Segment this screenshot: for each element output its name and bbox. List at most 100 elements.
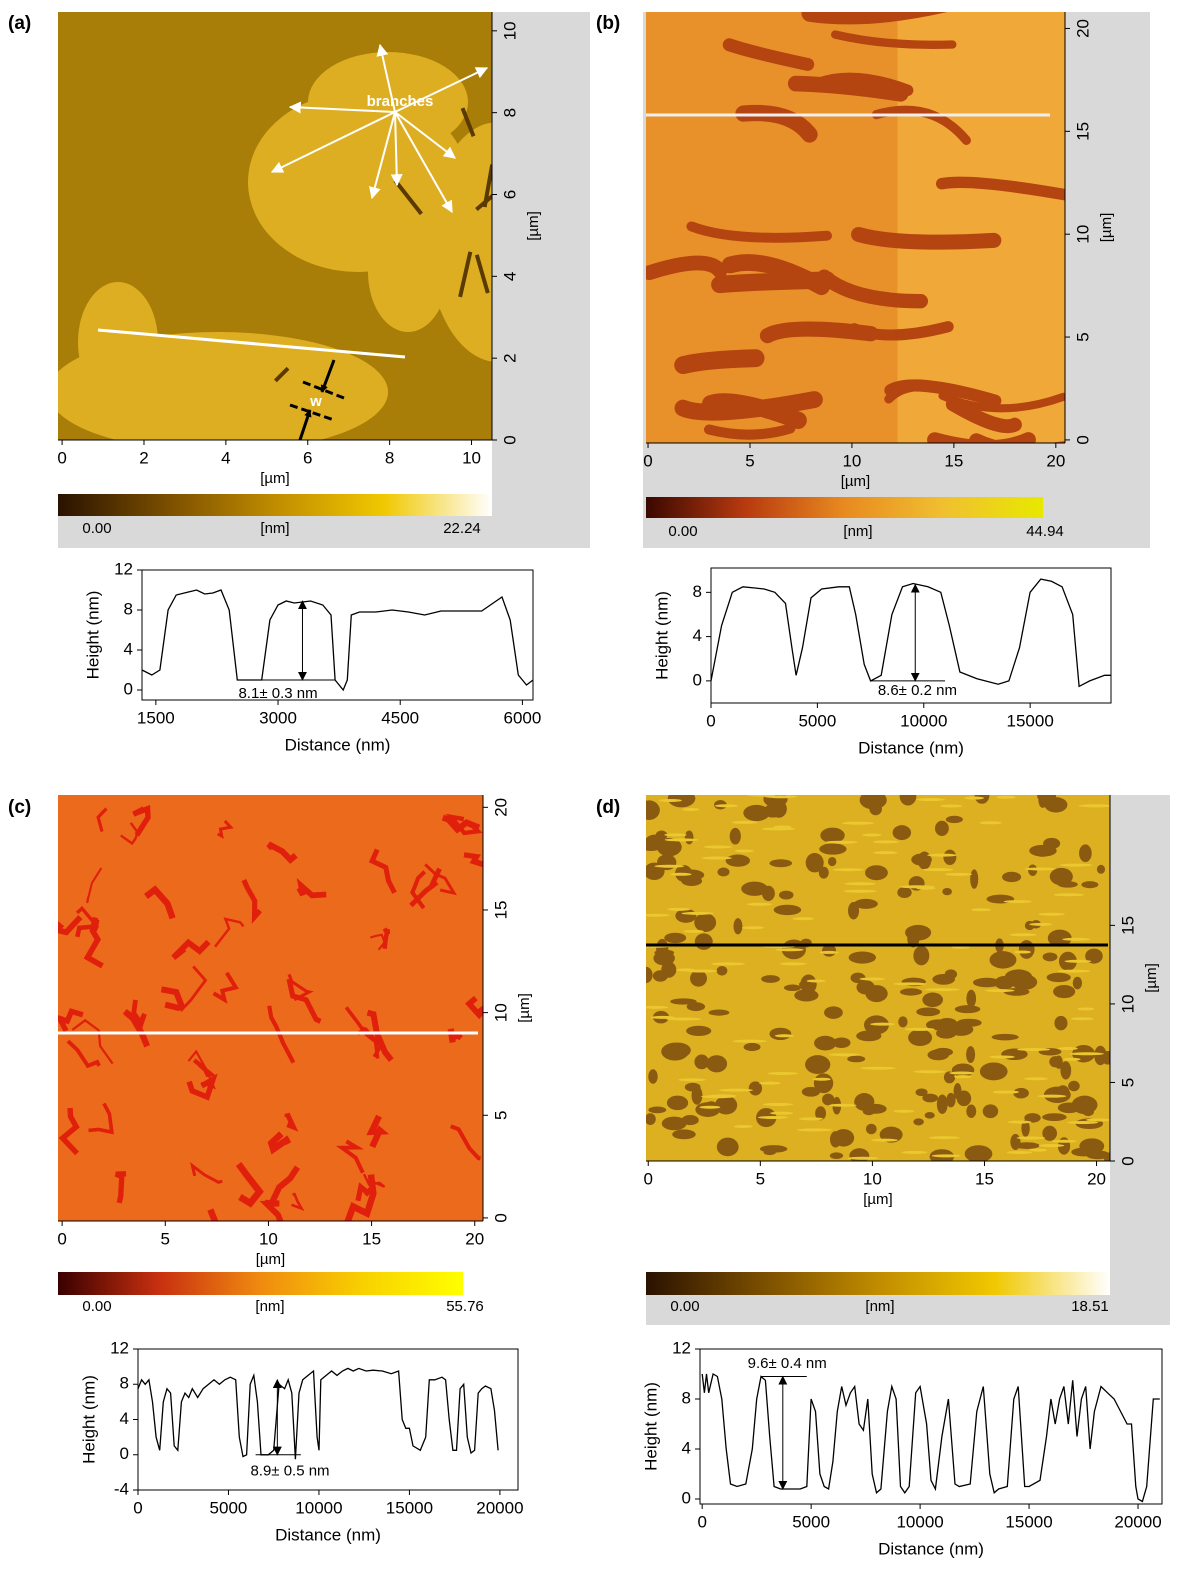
dendrite bbox=[734, 1125, 753, 1128]
colorbar-unit: [nm] bbox=[843, 523, 872, 540]
colorbar-min: 0.00 bbox=[82, 520, 111, 537]
hole bbox=[975, 787, 990, 804]
dendrite bbox=[917, 798, 945, 801]
hole bbox=[1079, 1138, 1104, 1154]
y-axis-label: [µm] bbox=[1098, 213, 1115, 242]
hole bbox=[726, 855, 750, 867]
hole bbox=[1042, 1126, 1057, 1141]
colorbar-unit: [nm] bbox=[260, 520, 289, 537]
dendrite bbox=[807, 979, 826, 982]
hole bbox=[761, 975, 780, 983]
annotation: branches bbox=[367, 93, 434, 110]
afm-image bbox=[53, 795, 488, 1267]
hole bbox=[774, 905, 801, 915]
dendrite bbox=[1058, 970, 1091, 973]
colorbar-unit: [nm] bbox=[865, 1298, 894, 1315]
y-tick-label: 5 bbox=[1073, 332, 1092, 341]
dendrite bbox=[1004, 900, 1032, 903]
dendrite bbox=[747, 903, 772, 906]
y-tick-label: 12 bbox=[114, 559, 133, 578]
x-tick-label: 10000 bbox=[900, 711, 947, 730]
hole bbox=[1020, 941, 1035, 958]
x-tick-label: 5000 bbox=[210, 1498, 248, 1517]
colorbar-min: 0.00 bbox=[668, 523, 697, 540]
x-axis-label: Distance (nm) bbox=[878, 1539, 984, 1558]
profile-line bbox=[142, 590, 533, 690]
dendrite bbox=[732, 821, 758, 824]
y-tick-label: 4 bbox=[693, 626, 702, 645]
hole bbox=[936, 1028, 956, 1039]
dendrite bbox=[1058, 1047, 1078, 1050]
hole bbox=[854, 1093, 874, 1111]
dendrite bbox=[799, 1117, 824, 1120]
hole bbox=[762, 886, 775, 901]
hole bbox=[824, 1006, 843, 1019]
x-tick-label: 6000 bbox=[503, 708, 541, 727]
dendrite bbox=[1067, 1121, 1098, 1124]
channel bbox=[720, 280, 827, 284]
hole bbox=[898, 1016, 907, 1027]
y-tick-label: 0 bbox=[120, 1444, 129, 1463]
dendrite bbox=[704, 845, 732, 848]
afm-image bbox=[646, 4, 1110, 451]
y-tick-label: 6 bbox=[500, 190, 519, 199]
annotation: 8.6± 0.2 nm bbox=[878, 682, 957, 699]
dendrite bbox=[686, 970, 717, 973]
y-tick-label: 8 bbox=[124, 599, 133, 618]
y-tick-label: -4 bbox=[114, 1479, 129, 1498]
hole bbox=[695, 933, 713, 950]
x-tick-label: 10 bbox=[842, 451, 861, 470]
dendrite bbox=[829, 1053, 860, 1056]
hole bbox=[1053, 985, 1075, 998]
hole bbox=[672, 1129, 696, 1139]
panel-background bbox=[1110, 795, 1170, 1325]
hole bbox=[648, 1069, 658, 1084]
dendrite bbox=[682, 808, 700, 811]
hole bbox=[943, 850, 956, 865]
y-tick-label: 4 bbox=[500, 272, 519, 281]
y-tick-label: 20 bbox=[1073, 19, 1092, 38]
y-tick-label: 4 bbox=[682, 1438, 691, 1457]
hole bbox=[1072, 1096, 1098, 1114]
hole bbox=[935, 821, 949, 836]
y-tick-label: 15 bbox=[1073, 122, 1092, 141]
afm-image bbox=[638, 787, 1116, 1165]
dendrite bbox=[711, 962, 745, 965]
hole bbox=[654, 950, 674, 956]
x-tick-label: 4500 bbox=[381, 708, 419, 727]
hole bbox=[686, 1026, 711, 1036]
dendrite bbox=[862, 833, 881, 836]
x-axis-label: Distance (nm) bbox=[275, 1525, 381, 1544]
dendrite bbox=[923, 868, 954, 871]
hole bbox=[957, 1019, 982, 1027]
y-tick-label: 8 bbox=[500, 108, 519, 117]
dendrite bbox=[780, 962, 807, 965]
hole bbox=[706, 1055, 727, 1072]
x-tick-label: 10000 bbox=[295, 1498, 342, 1517]
dendrite bbox=[893, 1110, 914, 1113]
dendrite bbox=[747, 794, 775, 797]
hole bbox=[814, 1036, 836, 1051]
hole bbox=[667, 1096, 688, 1111]
hole bbox=[1068, 1081, 1080, 1091]
hole bbox=[1060, 1061, 1071, 1079]
hole bbox=[806, 853, 824, 872]
y-tick-label: 4 bbox=[124, 639, 133, 658]
dendrite bbox=[871, 1139, 898, 1142]
dendrite bbox=[1060, 864, 1093, 867]
dendrite bbox=[1077, 1007, 1094, 1010]
x-tick-label: 0 bbox=[133, 1498, 142, 1517]
x-tick-label: 3000 bbox=[259, 708, 297, 727]
dendrite bbox=[1079, 804, 1113, 807]
dendrite bbox=[665, 838, 699, 841]
x-tick-label: 15 bbox=[975, 1169, 994, 1188]
hole bbox=[717, 1138, 739, 1157]
hole bbox=[893, 825, 911, 840]
x-tick-label: 0 bbox=[57, 1229, 66, 1248]
channel bbox=[683, 358, 755, 365]
y-axis-label: Height (nm) bbox=[83, 591, 102, 680]
annotation: 8.1± 0.3 nm bbox=[238, 685, 317, 702]
hole bbox=[1010, 1134, 1020, 1150]
dendrite bbox=[929, 1136, 960, 1139]
dendrite bbox=[842, 822, 874, 825]
